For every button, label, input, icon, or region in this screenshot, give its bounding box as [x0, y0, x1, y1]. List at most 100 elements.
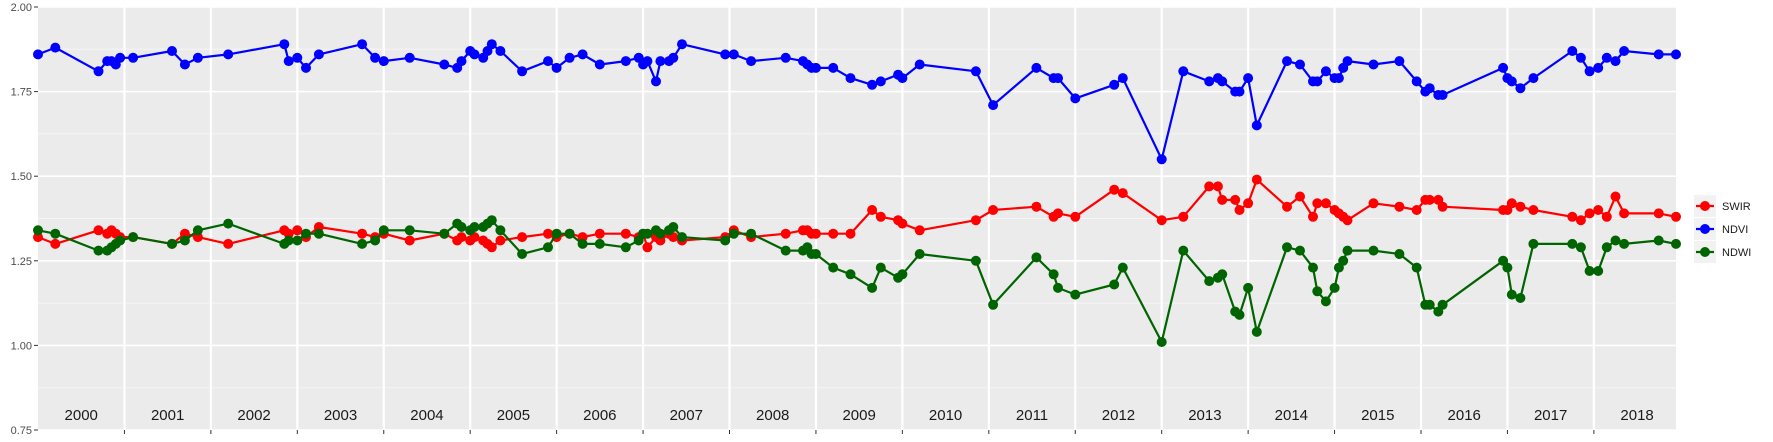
data-point-swir	[486, 242, 497, 253]
data-point-ndvi	[988, 100, 999, 111]
data-point-ndwi	[404, 225, 415, 236]
data-point-ndvi	[283, 56, 294, 67]
data-point-ndvi	[1333, 73, 1344, 84]
data-point-ndvi	[551, 62, 562, 73]
data-point-ndvi	[651, 76, 661, 87]
data-point-swir	[93, 225, 104, 236]
data-point-swir	[456, 232, 467, 243]
x-axis-ticks	[123, 430, 1595, 434]
data-point-swir	[1031, 201, 1042, 212]
data-point-ndvi	[970, 66, 981, 77]
legend-key-point	[1700, 201, 1710, 211]
data-point-ndvi	[1178, 66, 1189, 77]
data-point-ndvi	[1117, 73, 1128, 84]
data-point-ndvi	[469, 49, 480, 60]
data-point-ndvi	[292, 52, 303, 63]
data-point-ndvi	[1671, 49, 1681, 60]
data-point-ndwi	[33, 225, 43, 236]
data-point-ndvi	[357, 39, 368, 50]
data-point-swir	[1342, 215, 1353, 226]
year-label: 2011	[1016, 407, 1048, 424]
data-point-ndvi	[897, 73, 908, 84]
data-point-ndwi	[1601, 242, 1612, 253]
data-point-swir	[1282, 201, 1292, 212]
data-point-swir	[517, 232, 528, 243]
data-point-ndvi	[1031, 62, 1042, 73]
data-point-swir	[1217, 194, 1228, 205]
data-point-swir	[810, 228, 821, 239]
data-point-ndwi	[1528, 238, 1539, 249]
data-point-ndwi	[50, 228, 61, 239]
data-point-ndwi	[1204, 276, 1215, 287]
data-point-ndvi	[1619, 46, 1630, 56]
data-point-ndvi	[93, 66, 104, 77]
data-point-ndvi	[1498, 62, 1509, 73]
year-label: 2013	[1188, 407, 1221, 424]
year-label: 2001	[151, 407, 184, 424]
year-label: 2002	[237, 407, 270, 424]
data-point-ndwi	[655, 228, 666, 239]
data-point-ndwi	[1117, 262, 1128, 273]
data-point-ndvi	[301, 62, 311, 73]
data-point-swir	[1312, 198, 1323, 209]
year-label: 2017	[1534, 407, 1567, 424]
data-point-ndwi	[1295, 245, 1305, 256]
data-point-ndvi	[1575, 52, 1586, 63]
data-point-ndwi	[970, 255, 981, 266]
data-point-ndwi	[988, 299, 999, 310]
year-label: 2007	[670, 407, 703, 424]
data-point-swir	[594, 228, 605, 239]
legend-item-swir: SWIR	[1694, 195, 1751, 217]
data-point-ndwi	[115, 235, 126, 246]
year-label: 2018	[1620, 407, 1653, 424]
data-point-ndvi	[728, 49, 739, 60]
data-point-ndwi	[1282, 242, 1292, 253]
data-point-ndvi	[720, 49, 731, 60]
year-label: 2016	[1448, 407, 1481, 424]
data-point-swir	[1593, 205, 1604, 215]
data-point-swir	[1234, 205, 1245, 215]
data-point-ndvi	[1515, 83, 1526, 94]
data-point-ndvi	[1424, 83, 1435, 94]
data-point-swir	[1117, 188, 1128, 199]
data-point-ndvi	[1506, 76, 1517, 87]
data-point-ndvi	[33, 49, 43, 60]
data-point-ndwi	[668, 222, 679, 232]
data-point-ndvi	[655, 56, 666, 67]
data-point-swir	[1506, 198, 1517, 209]
data-point-swir	[1053, 208, 1063, 219]
data-point-ndwi	[495, 225, 506, 236]
legend-label: NDVI	[1722, 224, 1748, 236]
series	[33, 39, 1681, 347]
data-point-ndvi	[486, 39, 497, 50]
data-point-ndwi	[543, 242, 553, 253]
data-point-ndwi	[283, 235, 294, 246]
year-label: 2008	[756, 407, 789, 424]
data-point-ndwi	[1368, 245, 1379, 256]
series-swir	[33, 174, 1681, 253]
year-label: 2012	[1102, 407, 1135, 424]
data-point-ndwi	[746, 228, 757, 239]
data-point-ndvi	[1312, 76, 1323, 87]
data-point-ndvi	[439, 59, 450, 70]
data-point-swir	[357, 228, 368, 239]
data-point-ndvi	[875, 76, 886, 87]
data-point-ndvi	[1601, 52, 1612, 63]
data-point-ndwi	[292, 235, 303, 246]
data-point-swir	[1109, 184, 1120, 195]
data-point-swir	[914, 225, 925, 236]
year-labels: 2000 2001 2002 2003 2004 2005 2006 2007 2008 2009…	[65, 407, 1654, 424]
series-ndvi	[33, 39, 1681, 165]
data-point-ndwi	[456, 222, 467, 232]
data-point-ndwi	[642, 228, 653, 239]
data-point-ndwi	[1584, 266, 1595, 276]
data-point-swir	[543, 228, 553, 239]
data-point-ndwi	[517, 249, 528, 259]
data-point-ndwi	[867, 282, 878, 293]
data-point-swir	[1230, 194, 1241, 205]
data-point-ndwi	[167, 238, 177, 249]
data-point-ndvi	[167, 46, 177, 56]
data-point-ndwi	[469, 222, 480, 232]
data-point-swir	[828, 228, 839, 239]
data-point-ndwi	[897, 269, 908, 280]
